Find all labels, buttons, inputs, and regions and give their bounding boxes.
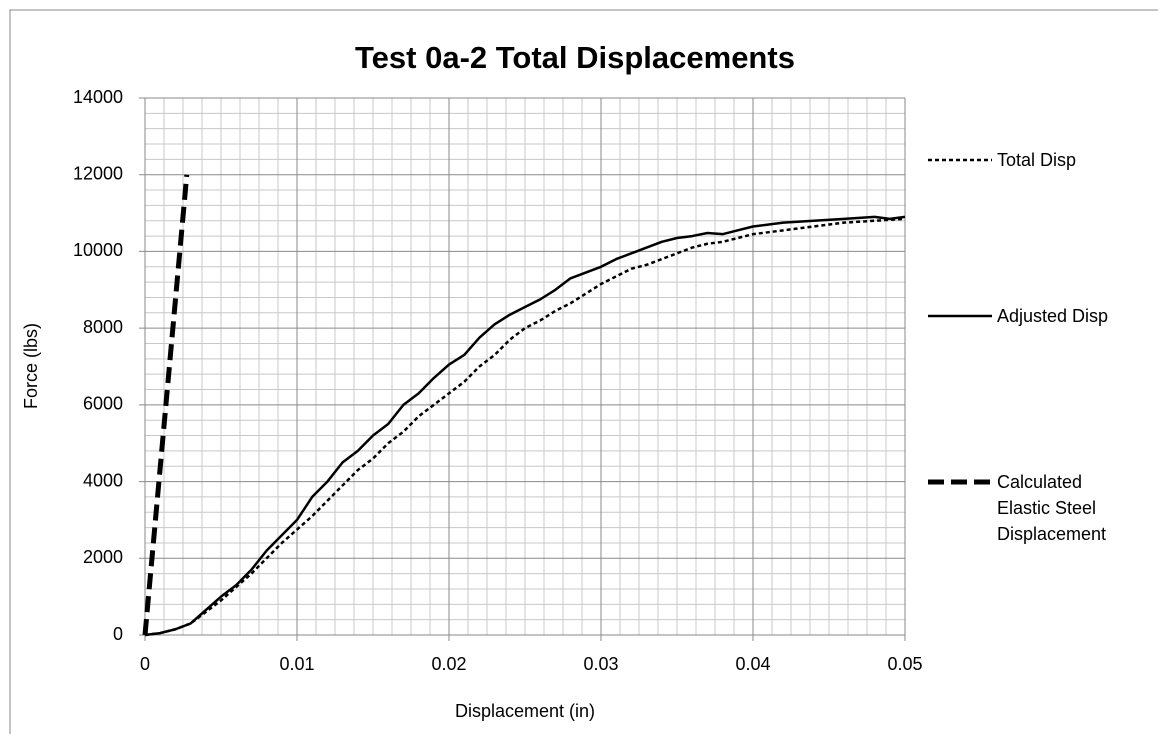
y-tick-label: 2000: [83, 547, 123, 567]
x-tick-label: 0: [140, 654, 150, 674]
y-tick-label: 6000: [83, 394, 123, 414]
y-tick-label: 0: [113, 624, 123, 644]
y-tick-label: 12000: [73, 163, 123, 183]
x-axis-title: Displacement (in): [455, 701, 595, 721]
series-line: [142, 174, 190, 636]
y-tick-label: 4000: [83, 470, 123, 490]
chart-frame: [9, 9, 1158, 734]
y-tick-label: 8000: [83, 317, 123, 337]
y-tick-label: 10000: [73, 240, 123, 260]
series-line: [144, 215, 906, 637]
x-tick-label: 0.03: [583, 654, 618, 674]
x-tick-label: 0.02: [431, 654, 466, 674]
y-tick-label: 14000: [73, 87, 123, 107]
chart-title: Test 0a-2 Total Displacements: [355, 40, 795, 75]
legend-label: Total Disp: [997, 150, 1077, 170]
legend-label: Adjusted Disp: [997, 306, 1109, 326]
legend-label: Calculated Elastic Steel Displacement: [997, 472, 1107, 544]
x-tick-label: 0.05: [887, 654, 922, 674]
series-line: [144, 217, 906, 637]
x-tick-label: 0.04: [735, 654, 770, 674]
x-tick-label: 0.01: [279, 654, 314, 674]
y-axis-title: Force (lbs): [21, 323, 41, 409]
